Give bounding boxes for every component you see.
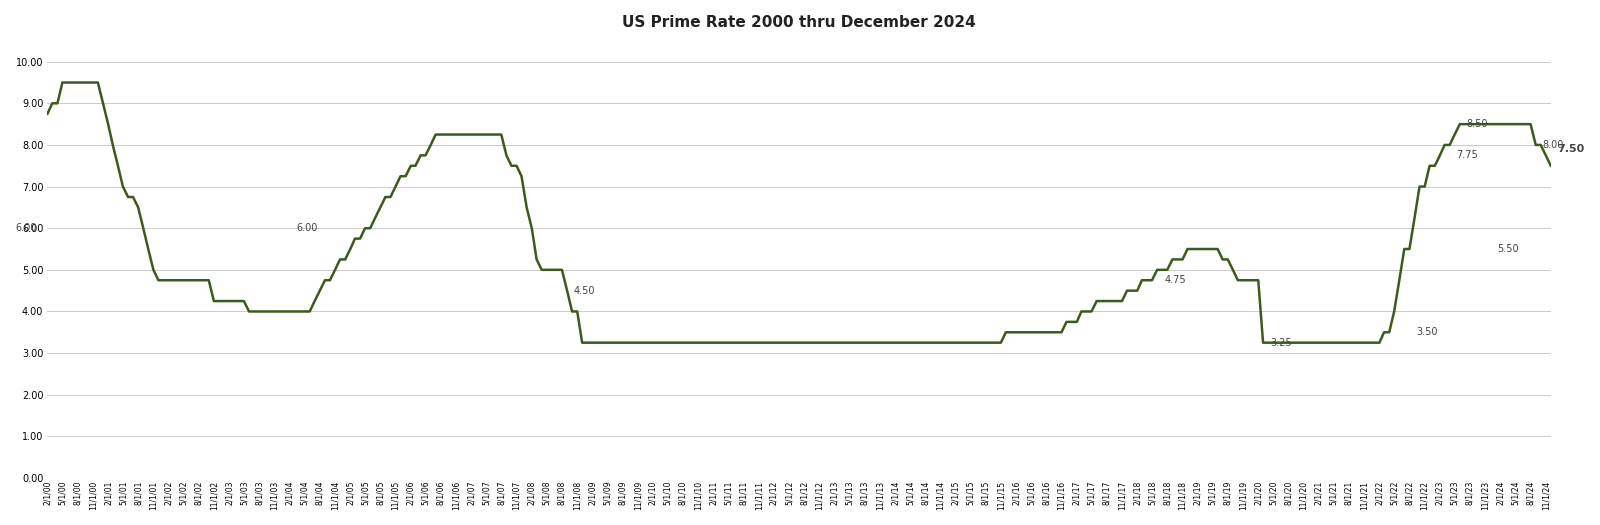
Text: 4.75: 4.75 — [1165, 275, 1186, 285]
Text: 7.50: 7.50 — [1558, 144, 1586, 154]
Text: 6.00: 6.00 — [296, 223, 318, 233]
Text: 3.50: 3.50 — [1416, 327, 1438, 337]
Text: 6.00: 6.00 — [14, 223, 37, 233]
Text: 4.50: 4.50 — [574, 286, 595, 296]
Title: US Prime Rate 2000 thru December 2024: US Prime Rate 2000 thru December 2024 — [622, 15, 976, 30]
Text: 8.00: 8.00 — [1542, 140, 1565, 150]
Text: 8.50: 8.50 — [1467, 119, 1488, 129]
Text: 7.75: 7.75 — [1456, 150, 1478, 160]
Text: 5.50: 5.50 — [1498, 244, 1518, 254]
Text: 3.25: 3.25 — [1270, 338, 1291, 348]
